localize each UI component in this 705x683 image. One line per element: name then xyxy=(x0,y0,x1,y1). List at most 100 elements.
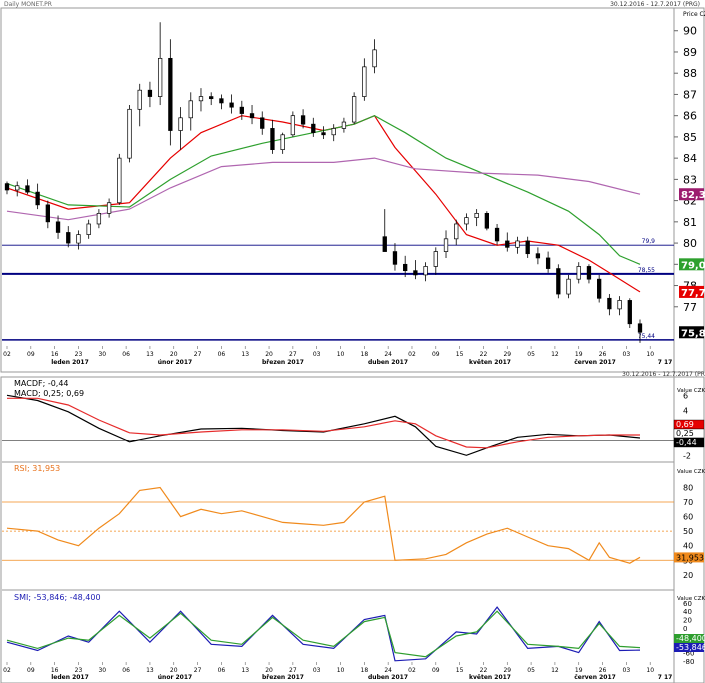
x-tick-label: 26 xyxy=(599,667,607,674)
x-tick-label: 10 xyxy=(646,351,654,358)
candle-body xyxy=(188,100,193,119)
candle-body xyxy=(300,115,306,125)
macd-panel: 30.12.2016 - 12.7.2017 (PRG)-2246Value C… xyxy=(2,371,705,460)
x-tick-label: 13 xyxy=(241,667,249,674)
chart-title: Daily MONET.PR xyxy=(4,1,52,8)
y-tick-label: 83 xyxy=(683,173,697,186)
month-label: březen 2017 xyxy=(262,359,304,366)
month-label: únor 2017 xyxy=(158,674,192,681)
y-tick-label: 0 xyxy=(683,625,687,633)
candle-body xyxy=(627,300,632,325)
candle-body xyxy=(413,270,418,276)
candle-body xyxy=(617,300,622,310)
candle-body xyxy=(423,266,428,276)
y-tick-label: 6 xyxy=(683,391,688,400)
x-tick-label: 20 xyxy=(265,351,273,358)
month-label: červen 2017 xyxy=(574,674,616,681)
rsi-value-tag xyxy=(674,552,704,563)
y-tick-label: 60 xyxy=(683,600,692,608)
candle-body xyxy=(137,89,142,110)
y-tick-label: 86 xyxy=(683,110,697,123)
x-tick-label: 03 xyxy=(313,667,321,674)
candle-body xyxy=(55,221,61,233)
y-axis-label: Value CZK xyxy=(677,469,705,475)
x-tick-label: 30 xyxy=(98,351,106,358)
candle-body xyxy=(15,185,20,191)
x-tick-label: 19 xyxy=(575,667,583,674)
x-tick-label: 12 xyxy=(551,351,559,358)
candle-body xyxy=(76,234,81,244)
smi-line-1 xyxy=(6,610,641,658)
candle-body xyxy=(35,191,40,206)
month-label: 7 17 xyxy=(658,359,673,366)
x-tick-label: 26 xyxy=(599,351,607,358)
candle-body xyxy=(576,266,581,280)
x-tick-label: 24 xyxy=(384,351,392,358)
candle-body xyxy=(168,57,173,131)
y-axis-label: Price CZK xyxy=(683,11,705,18)
candle-body xyxy=(433,251,438,267)
time-axis: 02 09 16 23 30 06 13 20 27 06 13 20 27 03 10 18 24 02 09 15… xyxy=(3,346,672,681)
x-tick-label: 09 xyxy=(27,667,35,674)
y-tick-label: 20 xyxy=(683,616,692,624)
candle-body xyxy=(351,96,357,123)
candle-body xyxy=(157,57,163,97)
y-tick-label: 60 xyxy=(683,513,693,522)
smi-value-tag xyxy=(674,643,704,652)
y-tick-label: 80 xyxy=(683,483,693,492)
candle-body xyxy=(505,240,510,248)
smi-value-text: -53,846 xyxy=(676,643,705,652)
month-label: květen 2017 xyxy=(469,359,511,366)
candle-body xyxy=(178,117,183,131)
candle-body xyxy=(249,113,255,119)
last-value-tag xyxy=(679,188,704,201)
candle-body xyxy=(586,266,592,280)
y-tick-label: 88 xyxy=(683,67,697,80)
x-tick-label: 09 xyxy=(432,351,440,358)
candle-body xyxy=(525,240,530,255)
x-tick-label: 05 xyxy=(527,351,535,358)
x-tick-label: 13 xyxy=(146,351,154,358)
candle-body xyxy=(147,89,153,97)
x-tick-label: 20 xyxy=(265,667,273,674)
smi-value-tag xyxy=(674,634,704,643)
candle-body xyxy=(382,236,387,252)
candle-body xyxy=(96,213,102,225)
y-axis-label: Value CZK xyxy=(677,596,705,602)
y-tick-label: 50 xyxy=(683,527,693,536)
y-tick-label: 87 xyxy=(683,88,697,101)
x-tick-label: 03 xyxy=(623,667,631,674)
x-tick-label: 09 xyxy=(27,351,35,358)
candle-body xyxy=(117,157,122,204)
x-tick-label: 15 xyxy=(456,351,464,358)
last-value-tag xyxy=(679,326,704,339)
candle-body xyxy=(86,223,91,235)
candle-body xyxy=(494,227,500,242)
value-tag xyxy=(673,437,705,448)
candle-body xyxy=(290,115,296,136)
month-label: únor 2017 xyxy=(158,359,192,366)
month-label: červen 2017 xyxy=(574,359,616,366)
x-tick-label: 10 xyxy=(337,351,345,358)
candle-body xyxy=(229,102,234,108)
candle-body xyxy=(127,108,132,159)
x-tick-label: 16 xyxy=(51,667,59,674)
level-label: 75,44 xyxy=(638,333,655,340)
last-value-tag xyxy=(679,258,704,271)
x-tick-label: 27 xyxy=(289,667,297,674)
x-tick-label: 06 xyxy=(122,667,130,674)
candle-body xyxy=(239,106,244,114)
candle-body xyxy=(515,240,520,248)
x-tick-label: 02 xyxy=(3,667,11,674)
candle-body xyxy=(341,121,347,129)
legend-entry: MACDF; -0,44 xyxy=(14,379,69,388)
x-tick-label: 06 xyxy=(218,351,226,358)
candle-body xyxy=(556,268,561,295)
y-tick-label: -80 xyxy=(683,658,694,666)
candle-body xyxy=(454,223,459,240)
candle-body xyxy=(270,128,275,150)
x-tick-label: 15 xyxy=(456,667,464,674)
candle-body xyxy=(545,257,551,269)
